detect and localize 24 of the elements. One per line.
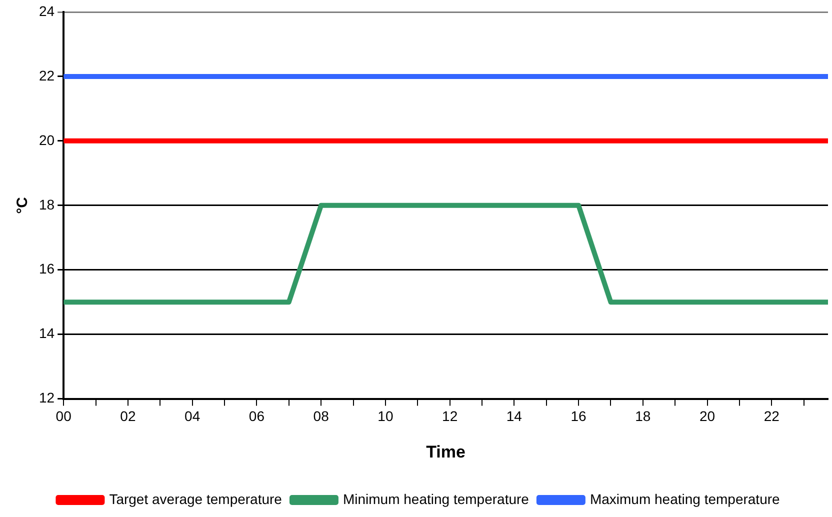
y-tick-label: 12: [38, 390, 55, 406]
x-tick-label: 18: [635, 408, 651, 424]
x-tick-label: 00: [56, 408, 72, 424]
x-axis-title: Time: [426, 442, 466, 462]
x-tick-label: 08: [313, 408, 330, 424]
legend-label: Target average temperature: [109, 490, 282, 507]
y-tick-label: 22: [38, 67, 55, 84]
x-tick-label: 02: [120, 408, 136, 424]
y-tick-label: 14: [38, 325, 55, 342]
x-tick-label: 20: [700, 408, 716, 424]
y-tick-label: 16: [38, 260, 55, 277]
x-tick-label: 10: [378, 408, 394, 424]
y-tick-label: 18: [38, 196, 55, 212]
legend-label: Minimum heating temperature: [342, 490, 530, 507]
x-tick-label: 22: [764, 408, 780, 424]
x-tick-label: 16: [570, 408, 587, 424]
y-axis-title: °C: [14, 196, 32, 214]
x-tick-label: 12: [442, 408, 458, 424]
x-tick-label: 14: [506, 408, 522, 424]
y-tick-label: 24: [38, 2, 55, 19]
x-tick-label: 04: [184, 408, 200, 424]
x-tick-label: 06: [248, 408, 265, 424]
legend-label: Maximum heating temperature: [590, 490, 780, 507]
y-tick-label: 20: [38, 132, 55, 148]
